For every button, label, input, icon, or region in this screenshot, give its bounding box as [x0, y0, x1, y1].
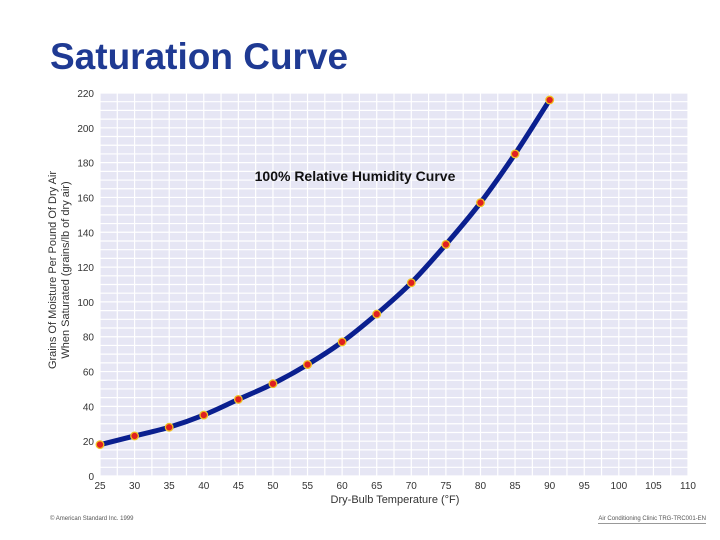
x-tick-label: 95 [579, 481, 591, 492]
data-point [199, 410, 209, 420]
x-tick-label: 55 [302, 481, 314, 492]
x-tick-label: 85 [509, 481, 521, 492]
y-tick-label: 20 [83, 437, 95, 448]
footer-course-id: Air Conditioning Clinic TRG-TRC001-EN [598, 516, 706, 524]
y-tick-label: 120 [77, 263, 94, 274]
x-tick-label: 40 [198, 481, 210, 492]
x-tick-label: 35 [164, 481, 176, 492]
data-point [303, 360, 312, 370]
data-point [545, 95, 555, 105]
data-point [130, 431, 140, 441]
x-tick-label: 30 [129, 481, 141, 492]
data-point [164, 422, 174, 432]
x-tick-label: 80 [475, 481, 487, 492]
y-tick-label: 60 [83, 368, 95, 379]
data-point [372, 309, 382, 319]
x-tick-label: 75 [440, 481, 452, 492]
plot-grid [99, 92, 689, 477]
y-tick-label: 0 [88, 472, 94, 483]
y-tick-label: 80 [83, 333, 95, 344]
data-point-markers [95, 95, 555, 450]
data-point [406, 278, 416, 288]
x-tick-label: 70 [406, 481, 418, 492]
x-tick-label: 65 [371, 481, 383, 492]
data-point [337, 337, 347, 347]
y-tick-label: 160 [77, 193, 94, 204]
x-tick-label: 110 [680, 481, 696, 492]
y-tick-label: 220 [77, 89, 94, 100]
y-tick-label: 200 [77, 124, 94, 135]
data-point [510, 149, 520, 159]
y-tick-labels: 0 20 40 60 80 100 120 140 160 180 200 220 [77, 89, 94, 483]
x-tick-label: 105 [645, 481, 662, 492]
x-tick-label: 60 [337, 481, 349, 492]
data-point [233, 394, 243, 404]
data-point [476, 198, 485, 208]
x-tick-label: 50 [267, 481, 279, 492]
x-tick-labels: 25 30 35 40 45 50 55 60 65 70 75 80 85 90 95 100 105 110 [94, 481, 696, 492]
data-point [95, 440, 105, 450]
copyright-notice: © American Standard Inc. 1999 [50, 516, 134, 522]
y-tick-label: 140 [77, 228, 94, 239]
y-tick-label: 100 [77, 298, 94, 309]
y-tick-label: 180 [77, 159, 94, 170]
x-tick-label: 90 [544, 481, 556, 492]
data-point [268, 379, 278, 389]
y-tick-label: 40 [83, 402, 95, 413]
data-point [441, 240, 451, 249]
curve-annotation: 100% Relative Humidity Curve [255, 168, 456, 184]
slide-title: Saturation Curve [50, 36, 349, 77]
x-tick-label: 100 [610, 481, 627, 492]
x-axis-label: Dry-Bulb Temperature (°F) [331, 494, 460, 506]
x-tick-label: 25 [94, 481, 106, 492]
x-tick-label: 45 [233, 481, 245, 492]
